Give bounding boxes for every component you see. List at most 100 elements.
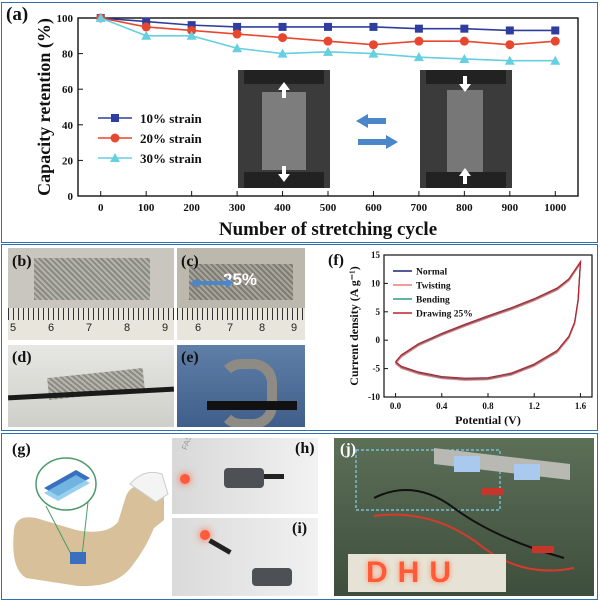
x-tick-label: 1.6 — [575, 401, 587, 411]
breadboard — [348, 554, 506, 592]
data-point — [551, 26, 560, 35]
panel-label-i: (i) — [292, 520, 308, 537]
data-point — [142, 17, 151, 26]
y-tick-label: 5 — [376, 307, 381, 317]
y-axis-label: Capacity retention (%) — [34, 18, 55, 196]
panel-bf-frame — [1, 244, 598, 431]
y-tick-label: 20 — [62, 155, 74, 167]
red-led — [200, 530, 210, 540]
cv-curve — [395, 259, 582, 379]
panel-label-h: (h) — [295, 440, 315, 457]
legend-label: Bending — [416, 296, 450, 306]
bent-mesh — [217, 359, 277, 427]
y-tick-label: 100 — [57, 13, 74, 25]
panel-label-f: (f) — [328, 252, 344, 269]
x-tick-label: 1000 — [544, 202, 567, 214]
x-tick-label: 200 — [183, 202, 200, 214]
y-axis-label: Current density (A g⁻¹) — [347, 266, 361, 385]
data-point — [414, 24, 423, 33]
up-arrow-icon — [459, 168, 471, 184]
x-tick-label: 700 — [411, 202, 428, 214]
ruler-number: 6 — [195, 322, 202, 334]
y-tick-label: 15 — [371, 250, 381, 260]
mesh-sample — [34, 258, 150, 300]
x-tick-label: 300 — [229, 202, 246, 214]
panel-a-frame — [1, 2, 598, 243]
x-axis-label: Potential (V) — [455, 413, 521, 427]
ruler-number: 7 — [86, 322, 93, 334]
legend-label: Normal — [416, 268, 447, 278]
ruler: 5 6 7 8 9 — [8, 308, 174, 340]
panel-gj-frame — [1, 433, 598, 600]
y-tick-label: 80 — [62, 49, 74, 61]
panel-label-c: (c) — [181, 253, 199, 270]
panel-label-b: (b) — [12, 253, 32, 270]
data-point — [368, 48, 379, 58]
led-letters: DHU — [366, 556, 461, 589]
panel-label-e: (e) — [181, 349, 199, 366]
data-point — [550, 36, 560, 46]
data-point — [278, 33, 288, 43]
sleeve — [129, 471, 169, 503]
data-point — [233, 22, 242, 31]
ruler-number: 7 — [227, 322, 234, 334]
ruler-number: 6 — [48, 322, 55, 334]
ruler-number: 5 — [10, 322, 17, 334]
y-tick-label: -5 — [373, 364, 381, 374]
sample-mesh-right — [447, 90, 483, 174]
data-point — [95, 13, 106, 22]
alligator-clip — [208, 538, 232, 555]
y-tick-label: 60 — [62, 84, 74, 96]
stretch-photos — [238, 70, 512, 188]
data-point — [460, 24, 469, 33]
data-point — [323, 36, 333, 46]
x-tick-label: 0.4 — [436, 401, 448, 411]
supercapacitor-device — [224, 468, 264, 488]
x-tick-label: 800 — [456, 202, 473, 214]
arm-illustration — [13, 485, 165, 587]
y-tick-label: 0 — [376, 335, 381, 345]
down-arrow-icon — [278, 166, 290, 182]
y-tick-label: 0 — [68, 191, 74, 203]
wearable-device — [70, 552, 86, 564]
legend-label: 10% strain — [140, 111, 203, 126]
data-point — [504, 55, 515, 65]
data-point — [110, 153, 120, 162]
data-point — [323, 46, 333, 56]
legend-label: Twisting — [416, 282, 451, 292]
alligator-clip — [532, 546, 554, 553]
alligator-clip — [264, 474, 284, 479]
tweezer — [207, 401, 297, 410]
ruler: 6 7 8 9 — [177, 308, 305, 340]
alligator-clip — [482, 488, 504, 495]
data-point — [505, 40, 515, 50]
photo-h: FASHION — [172, 438, 318, 514]
photo-j: DHU — [334, 438, 594, 596]
x-tick-label: 100 — [138, 202, 155, 214]
data-point — [324, 22, 332, 31]
legend-label: Drawing 25% — [416, 310, 473, 320]
data-point — [141, 30, 152, 40]
ruler-number: 9 — [291, 322, 298, 334]
legend-label: 30% strain — [140, 151, 203, 166]
data-point — [110, 133, 120, 143]
data-point — [232, 29, 242, 39]
data-point — [550, 55, 561, 65]
x-axis-label: Number of stretching cycle — [219, 219, 437, 240]
data-point — [111, 114, 119, 122]
left-arrow-icon — [356, 114, 386, 128]
dashed-outline — [355, 449, 501, 511]
data-point — [277, 48, 288, 58]
right-arrow-icon — [358, 135, 398, 149]
cv-curve — [395, 260, 582, 380]
panel-label-g: (g) — [12, 441, 31, 458]
data-point — [414, 36, 424, 46]
cv-curve — [395, 260, 582, 380]
panel-label-a: (a) — [6, 4, 29, 25]
panel-label-d: (d) — [12, 349, 32, 366]
data-point — [413, 52, 424, 62]
data-point — [459, 53, 470, 63]
photo-b: 5 6 7 8 9 — [8, 248, 174, 340]
